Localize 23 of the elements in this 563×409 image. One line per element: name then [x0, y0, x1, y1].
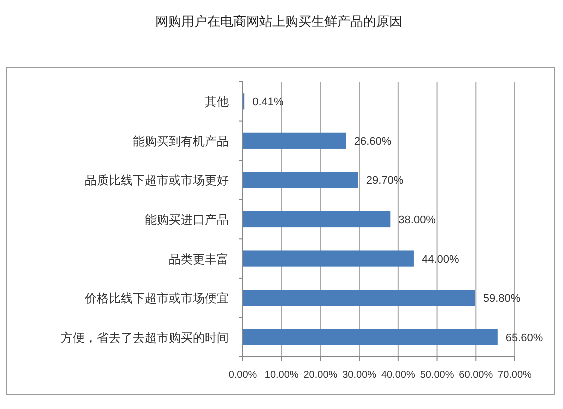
x-tick-label: 10.00% — [264, 370, 299, 381]
x-tick-label: 40.00% — [381, 370, 416, 381]
y-tick-label: 方便，省去了去超市购买的时间 — [61, 330, 229, 345]
y-tick-label: 能购买到有机产品 — [133, 134, 229, 148]
data-label: 0.41% — [252, 96, 284, 109]
x-tick-label: 0.00% — [228, 370, 258, 381]
y-tick-label: 品质比线下超市或市场更好 — [85, 174, 229, 188]
x-tick-label: 70.00% — [498, 370, 532, 381]
data-label: 59.80% — [483, 293, 521, 306]
x-tick-label: 20.00% — [304, 370, 338, 381]
x-tick-label: 50.00% — [420, 370, 454, 381]
data-label: 44.00% — [422, 254, 460, 266]
y-tick-label: 价格比线下超市或市场便宜 — [84, 292, 229, 306]
data-label: 29.70% — [366, 175, 404, 188]
y-tick-label: 品类更丰富 — [169, 252, 229, 266]
x-tick-label: 30.00% — [342, 370, 377, 381]
data-label: 38.00% — [398, 214, 436, 226]
y-tick-label: 能购买进口产品 — [145, 213, 229, 227]
x-tick-label: 60.00% — [459, 370, 494, 381]
data-label: 26.60% — [354, 136, 392, 148]
data-label: 65.60% — [506, 332, 544, 344]
chart-title: 网购用户在电商网站上购买生鲜产品的原因 — [156, 14, 402, 29]
y-tick-label: 其他 — [205, 95, 229, 110]
